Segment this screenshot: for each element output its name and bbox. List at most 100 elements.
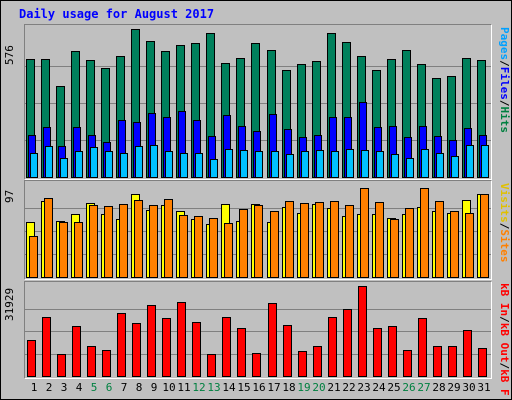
kb-in-bar-day-17 (268, 303, 277, 377)
x-tick-day-9: 9 (150, 381, 158, 394)
middle-panel-max-label: 97 (3, 189, 16, 203)
kb-in-bar-day-10 (162, 318, 171, 377)
kb-in-bar-day-14 (222, 317, 231, 377)
pages-bar-day-13 (210, 159, 218, 178)
sites-bar-day-28 (435, 201, 444, 278)
x-tick-day-13: 13 (207, 381, 221, 394)
kb-in-bar-day-19 (298, 351, 307, 377)
x-tick-day-4: 4 (75, 381, 83, 394)
legend-sites: Sites (498, 229, 511, 263)
sites-bar-day-16 (254, 205, 263, 278)
x-tick-day-15: 15 (237, 381, 251, 394)
pages-bar-day-3 (60, 158, 68, 178)
pages-bar-day-31 (481, 145, 489, 178)
legend-visits: Visits (498, 183, 511, 223)
sites-bar-day-31 (480, 194, 489, 278)
sites-bar-day-12 (194, 216, 203, 278)
legend-separator: / (498, 99, 511, 107)
x-axis-day-labels: 1 2 3 4 5 6 7 8 9 10 11 12 13 14 15 16 17 18 19 20 21 22 23 24 2… (24, 381, 491, 397)
x-tick-day-28: 28 (432, 381, 446, 394)
sites-bar-day-9 (149, 205, 158, 278)
pages-bar-day-8 (135, 146, 143, 178)
sites-bar-day-5 (89, 205, 98, 278)
legend-separator: / (498, 316, 511, 323)
top-legend: Pages/Files/Hits (493, 27, 511, 133)
pages-bar-day-5 (90, 147, 98, 178)
x-tick-day-2: 2 (45, 381, 53, 394)
middle-legend: Visits/Sites (493, 183, 511, 263)
kb-in-bar-day-13 (207, 354, 216, 377)
sites-bar-day-18 (285, 201, 294, 278)
kb-in-bar-day-29 (448, 346, 457, 377)
x-tick-day-24: 24 (372, 381, 386, 394)
kb-in-bar-day-1 (27, 340, 36, 377)
pages-bar-day-2 (45, 146, 53, 178)
pages-bar-day-19 (301, 151, 309, 178)
legend-kb-f: kB F (498, 369, 511, 396)
x-tick-day-6: 6 (105, 381, 113, 394)
legend-hits: Hits (498, 106, 511, 134)
sites-bar-day-21 (330, 201, 339, 278)
kb-in-bar-day-11 (177, 302, 186, 377)
x-tick-day-30: 30 (462, 381, 476, 394)
pages-bar-day-1 (30, 153, 38, 178)
pages-bar-day-29 (451, 156, 459, 178)
sites-bar-day-3 (59, 222, 68, 278)
x-tick-day-16: 16 (252, 381, 266, 394)
kb-in-bar-day-27 (418, 318, 427, 377)
sites-bar-day-2 (44, 198, 53, 278)
pages-bar-day-14 (225, 149, 233, 178)
x-tick-day-26: 26 (402, 381, 416, 394)
sites-bar-day-6 (104, 206, 113, 278)
chart-title: Daily usage for August 2017 (19, 7, 215, 21)
sites-bar-day-27 (420, 188, 429, 278)
bottom-legend: kB In/kB Out/kB F (493, 283, 511, 396)
kb-in-bar-day-24 (373, 328, 382, 377)
pages-bar-day-28 (436, 153, 444, 178)
kb-in-bar-day-23 (358, 286, 367, 377)
hits-files-pages-plot (25, 29, 491, 178)
pages-bar-day-25 (391, 154, 399, 178)
pages-bar-day-11 (180, 153, 188, 178)
sites-bar-day-10 (164, 199, 173, 278)
legend-kb-in: kB In (498, 283, 511, 317)
x-tick-day-19: 19 (297, 381, 311, 394)
x-tick-day-31: 31 (477, 381, 491, 394)
sites-bar-day-14 (224, 223, 233, 278)
sites-bar-day-19 (300, 203, 309, 278)
x-tick-day-27: 27 (417, 381, 431, 394)
pages-bar-day-27 (421, 149, 429, 178)
x-tick-day-7: 7 (120, 381, 128, 394)
kb-in-bar-day-9 (147, 305, 156, 377)
pages-bar-day-4 (75, 151, 83, 178)
kb-in-bar-day-21 (328, 317, 337, 377)
kb-in-bar-day-7 (117, 313, 126, 377)
pages-bar-day-6 (105, 151, 113, 178)
x-tick-day-25: 25 (387, 381, 401, 394)
x-tick-day-8: 8 (135, 381, 143, 394)
x-tick-day-29: 29 (447, 381, 461, 394)
x-tick-day-17: 17 (267, 381, 281, 394)
hits-files-pages-panel (24, 24, 492, 180)
legend-separator: / (498, 60, 511, 67)
pages-bar-day-18 (286, 154, 294, 178)
sites-bar-day-20 (315, 202, 324, 278)
sites-bar-day-17 (270, 211, 279, 278)
visits-sites-plot (25, 188, 491, 278)
pages-bar-day-17 (271, 151, 279, 178)
sites-bar-day-26 (405, 208, 414, 278)
kb-in-bar-day-28 (433, 346, 442, 377)
pages-bar-day-23 (361, 150, 369, 178)
x-tick-day-14: 14 (222, 381, 236, 394)
pages-bar-day-20 (316, 150, 324, 178)
kb-in-bar-day-16 (252, 353, 261, 377)
kb-in-bar-day-12 (192, 322, 201, 377)
kb-in-bar-day-31 (478, 348, 487, 377)
kbytes-plot (25, 286, 491, 377)
kb-in-bar-day-3 (57, 354, 66, 377)
x-tick-day-5: 5 (90, 381, 98, 394)
sites-bar-day-29 (450, 211, 459, 278)
pages-bar-day-7 (120, 153, 128, 178)
pages-bar-day-15 (240, 150, 248, 178)
